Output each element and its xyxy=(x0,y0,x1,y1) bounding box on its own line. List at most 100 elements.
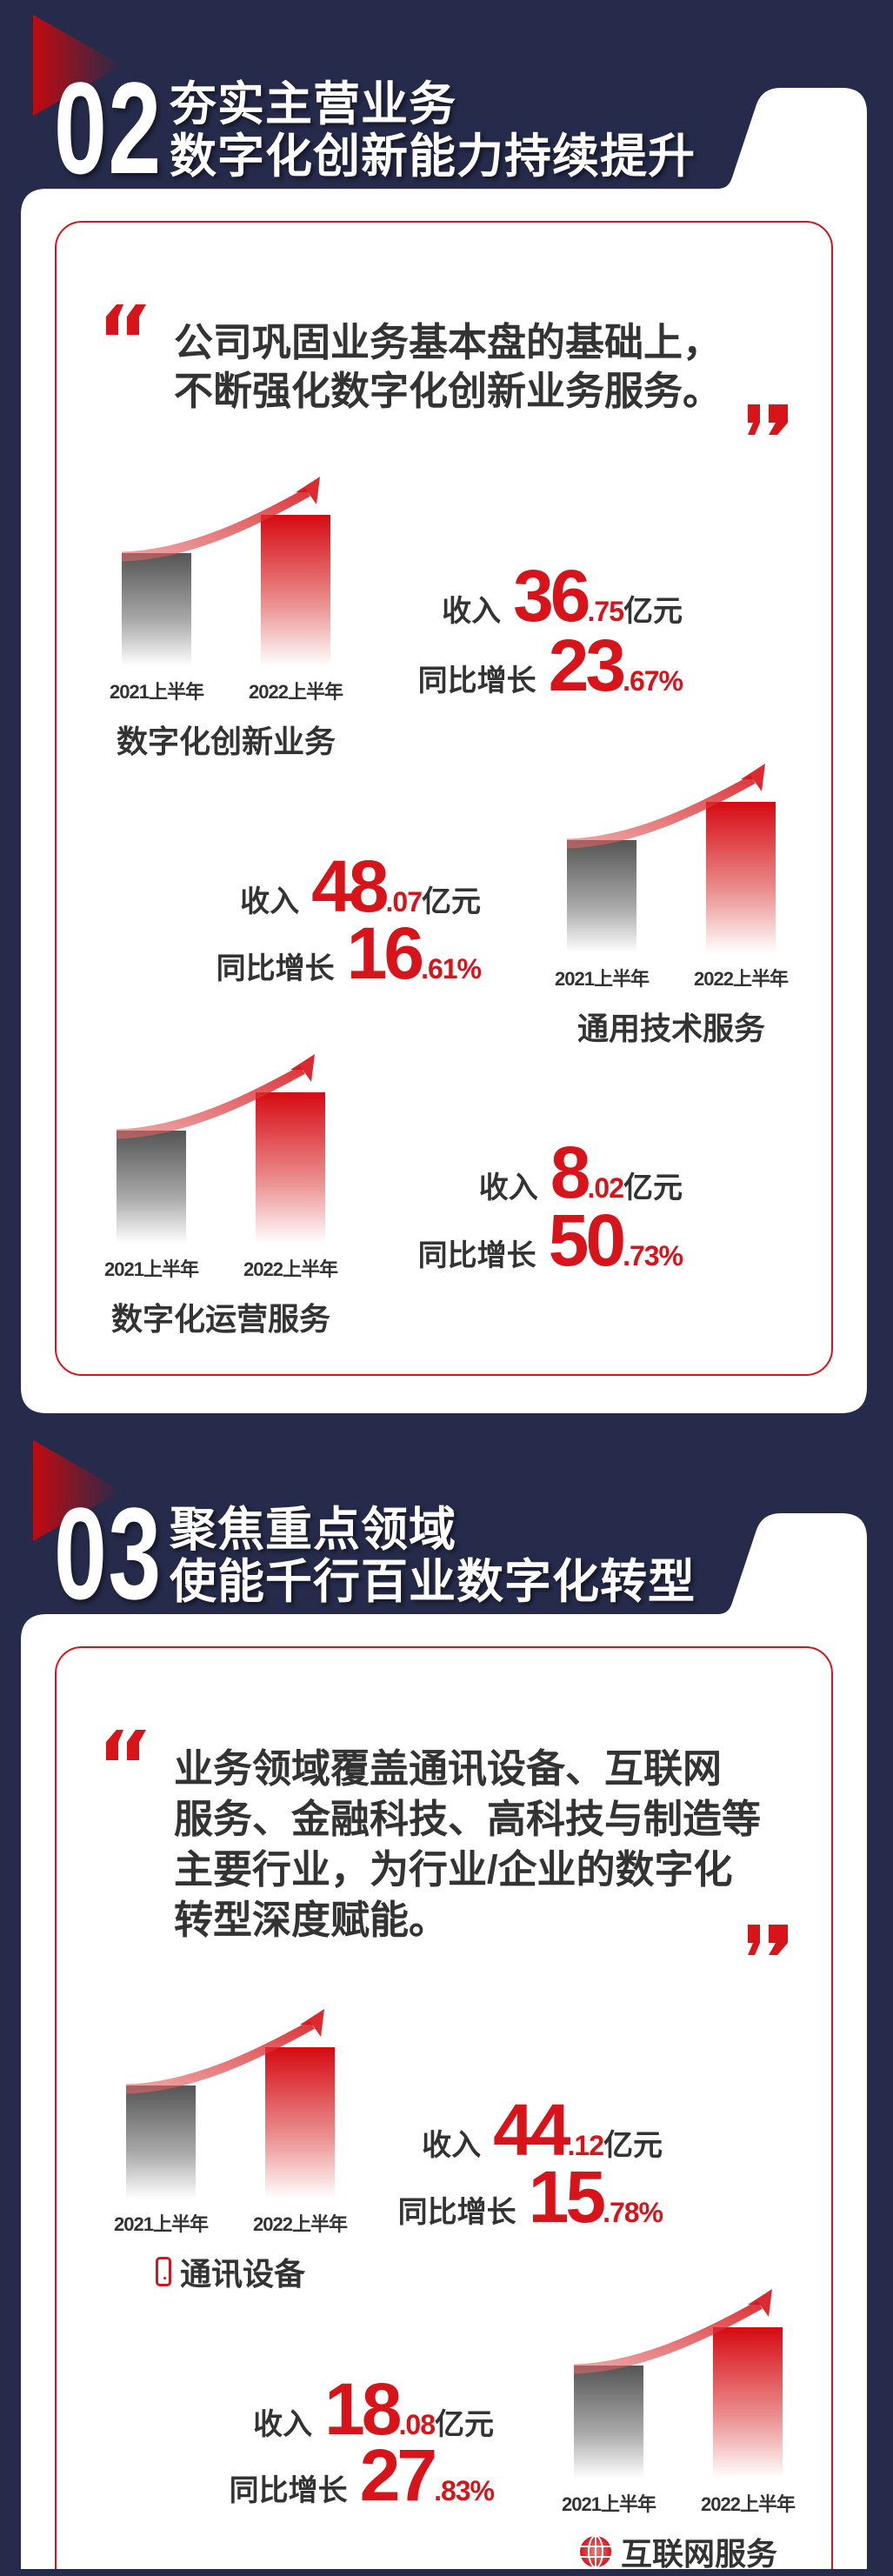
bar-label: 2022上半年 xyxy=(243,1258,338,1280)
growth-arrow-curve xyxy=(573,2300,763,2374)
growth-dec: .83% xyxy=(434,2475,495,2506)
bar-2021 xyxy=(567,840,636,953)
section-title-line2: 使能千行百业数字化转型 xyxy=(170,1556,696,1608)
growth-bar-chart xyxy=(566,764,776,953)
revenue-int: 36 xyxy=(513,555,590,637)
growth-bar-chart xyxy=(125,2009,335,2199)
growth-stat: 同比增长 27.83% xyxy=(229,2434,495,2516)
segment-name: 互联网服务 xyxy=(620,2536,777,2572)
growth-bar-chart xyxy=(116,1054,325,1244)
revenue-unit: 亿元 xyxy=(435,2408,494,2441)
business-segment-title: 数字化运营服务 xyxy=(73,1294,369,1339)
bar-2021 xyxy=(117,1131,186,1244)
revenue-label: 收入 xyxy=(422,2129,482,2162)
growth-label: 同比增长 xyxy=(417,664,536,697)
growth-dec: .78% xyxy=(603,2197,663,2228)
growth-label: 同比增长 xyxy=(397,2196,516,2229)
revenue-int: 48 xyxy=(311,845,389,927)
growth-bar-chart xyxy=(121,477,330,666)
revenue-stat: 收入 8.02 亿元 xyxy=(479,1136,683,1209)
bar-label: 2021上半年 xyxy=(110,681,204,703)
revenue-dec: .07 xyxy=(385,886,423,918)
growth-stat: 同比增长 15.78% xyxy=(398,2160,663,2233)
bar-label: 2021上半年 xyxy=(562,2493,656,2515)
revenue-unit: 亿元 xyxy=(603,2129,663,2162)
segment-name: 通讯设备 xyxy=(179,2256,305,2292)
quote-text-line: 主要行业，为行业/企业的数字化 xyxy=(174,1847,733,1892)
revenue-dec: .08 xyxy=(398,2409,436,2440)
revenue-int: 44 xyxy=(493,2089,570,2171)
bar-2022 xyxy=(706,802,776,953)
arrow-head-icon xyxy=(300,2009,324,2037)
bar-label: 2021上半年 xyxy=(555,968,650,990)
arrow-head-icon xyxy=(296,477,320,504)
bar-2021 xyxy=(126,2085,196,2199)
growth-dec: .67% xyxy=(623,665,683,697)
revenue-stat: 收入 44.12 亿元 xyxy=(422,2093,663,2166)
growth-int: 27 xyxy=(359,2434,437,2516)
business-segment-title: 互联网服务 xyxy=(530,2529,826,2574)
header-triangle xyxy=(33,15,122,116)
arrow-head-icon xyxy=(748,2289,772,2317)
open-quote-icon xyxy=(106,304,146,335)
red-frame xyxy=(55,221,833,1376)
revenue-label: 收入 xyxy=(240,885,300,918)
growth-bar-chart xyxy=(573,2289,783,2479)
quote-text-line: 服务、金融科技、高科技与制造等 xyxy=(174,1797,762,1841)
growth-int: 50 xyxy=(548,1199,626,1281)
bar-label: 2022上半年 xyxy=(253,2213,348,2235)
revenue-int: 8 xyxy=(550,1131,591,1213)
bar-2021 xyxy=(122,553,191,666)
white-card xyxy=(21,1513,867,2569)
quote-text-line: 转型深度赋能。 xyxy=(174,1898,449,1942)
business-segment-title: 通用技术服务 xyxy=(523,1004,819,1049)
bar-label: 2021上半年 xyxy=(114,2213,209,2235)
growth-label: 同比增长 xyxy=(417,1239,536,1272)
revenue-label: 收入 xyxy=(253,2408,313,2441)
quote-text-line: 公司巩固业务基本盘的基础上， xyxy=(174,320,723,364)
bar-2022 xyxy=(256,1092,325,1244)
globe-icon xyxy=(579,2535,612,2568)
bar-label: 2022上半年 xyxy=(249,681,343,703)
revenue-unit: 亿元 xyxy=(623,595,683,628)
section-number: 02 xyxy=(54,55,163,201)
bar-2022 xyxy=(265,2047,335,2199)
revenue-stat: 收入 48.07 亿元 xyxy=(240,850,481,923)
arrow-head-icon xyxy=(290,1054,315,1082)
growth-arrow-curve xyxy=(125,2020,315,2094)
close-quote-icon xyxy=(748,404,788,435)
arrow-head-icon xyxy=(741,764,765,791)
close-quote-icon xyxy=(748,1925,788,1955)
revenue-unit: 亿元 xyxy=(623,1171,683,1205)
growth-arrow-curve xyxy=(116,1065,305,1139)
growth-int: 16 xyxy=(346,912,424,994)
revenue-dec: .02 xyxy=(587,1172,624,1204)
section-title-line2: 数字化创新能力持续提升 xyxy=(170,130,696,183)
growth-label: 同比增长 xyxy=(229,2474,348,2507)
white-card xyxy=(21,88,867,1413)
bar-2022 xyxy=(261,515,330,666)
growth-stat: 同比增长 23.67% xyxy=(418,629,683,702)
growth-arrow-curve xyxy=(566,775,756,849)
growth-int: 23 xyxy=(548,624,626,706)
revenue-int: 18 xyxy=(324,2368,402,2450)
growth-dec: .73% xyxy=(623,1240,683,1271)
growth-label: 同比增长 xyxy=(216,952,335,985)
quote-text-line: 业务领域覆盖通讯设备、互联网 xyxy=(174,1746,723,1791)
bar-2021 xyxy=(574,2366,643,2479)
revenue-label: 收入 xyxy=(478,1171,538,1205)
bar-label: 2022上半年 xyxy=(701,2493,796,2515)
business-segment-title: 数字化创新业务 xyxy=(78,717,374,762)
section-title-line1: 夯实主营业务 xyxy=(170,78,456,130)
section-number: 03 xyxy=(54,1480,163,1626)
header-triangle xyxy=(33,1440,122,1541)
revenue-dec: .75 xyxy=(587,596,624,627)
growth-stat: 同比增长 50.73% xyxy=(418,1204,683,1277)
open-quote-icon xyxy=(106,1730,146,1760)
revenue-stat: 收入 18.08 亿元 xyxy=(253,2372,494,2446)
revenue-stat: 收入 36.75 亿元 xyxy=(442,559,683,632)
section-title-line1: 聚焦重点领域 xyxy=(170,1504,456,1556)
growth-dec: .61% xyxy=(421,953,482,984)
